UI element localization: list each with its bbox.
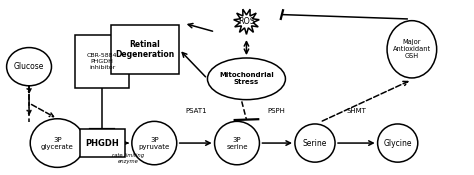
Text: Glycine: Glycine: [383, 139, 412, 148]
Ellipse shape: [378, 124, 418, 162]
Text: SHMT: SHMT: [346, 108, 366, 114]
FancyBboxPatch shape: [75, 35, 129, 88]
Ellipse shape: [7, 48, 52, 86]
Polygon shape: [234, 9, 259, 34]
Text: Retinal
Degeneration: Retinal Degeneration: [115, 40, 174, 59]
Text: 3P
pyruvate: 3P pyruvate: [139, 136, 170, 150]
Text: 3P
serine: 3P serine: [226, 136, 248, 150]
Ellipse shape: [215, 121, 259, 165]
Text: Glucose: Glucose: [14, 62, 44, 71]
FancyBboxPatch shape: [110, 25, 179, 74]
Ellipse shape: [208, 58, 285, 100]
Text: PSPH: PSPH: [267, 108, 285, 114]
Ellipse shape: [30, 119, 84, 167]
Text: PHGDH: PHGDH: [85, 139, 119, 148]
Text: 3P
glycerate: 3P glycerate: [41, 136, 74, 150]
Ellipse shape: [132, 121, 177, 165]
Text: Major
Antioxidant
GSH: Major Antioxidant GSH: [393, 39, 431, 59]
Text: ROS: ROS: [238, 17, 255, 26]
Text: CBR-5884
PHGDH
inhibitor: CBR-5884 PHGDH inhibitor: [87, 53, 118, 70]
Text: rate limiting
enzyme: rate limiting enzyme: [112, 153, 145, 164]
Text: Mitochondrial
Stress: Mitochondrial Stress: [219, 72, 274, 85]
Ellipse shape: [387, 21, 437, 78]
Text: PSAT1: PSAT1: [185, 108, 207, 114]
Text: Serine: Serine: [303, 139, 327, 148]
FancyBboxPatch shape: [80, 129, 125, 157]
Ellipse shape: [295, 124, 335, 162]
